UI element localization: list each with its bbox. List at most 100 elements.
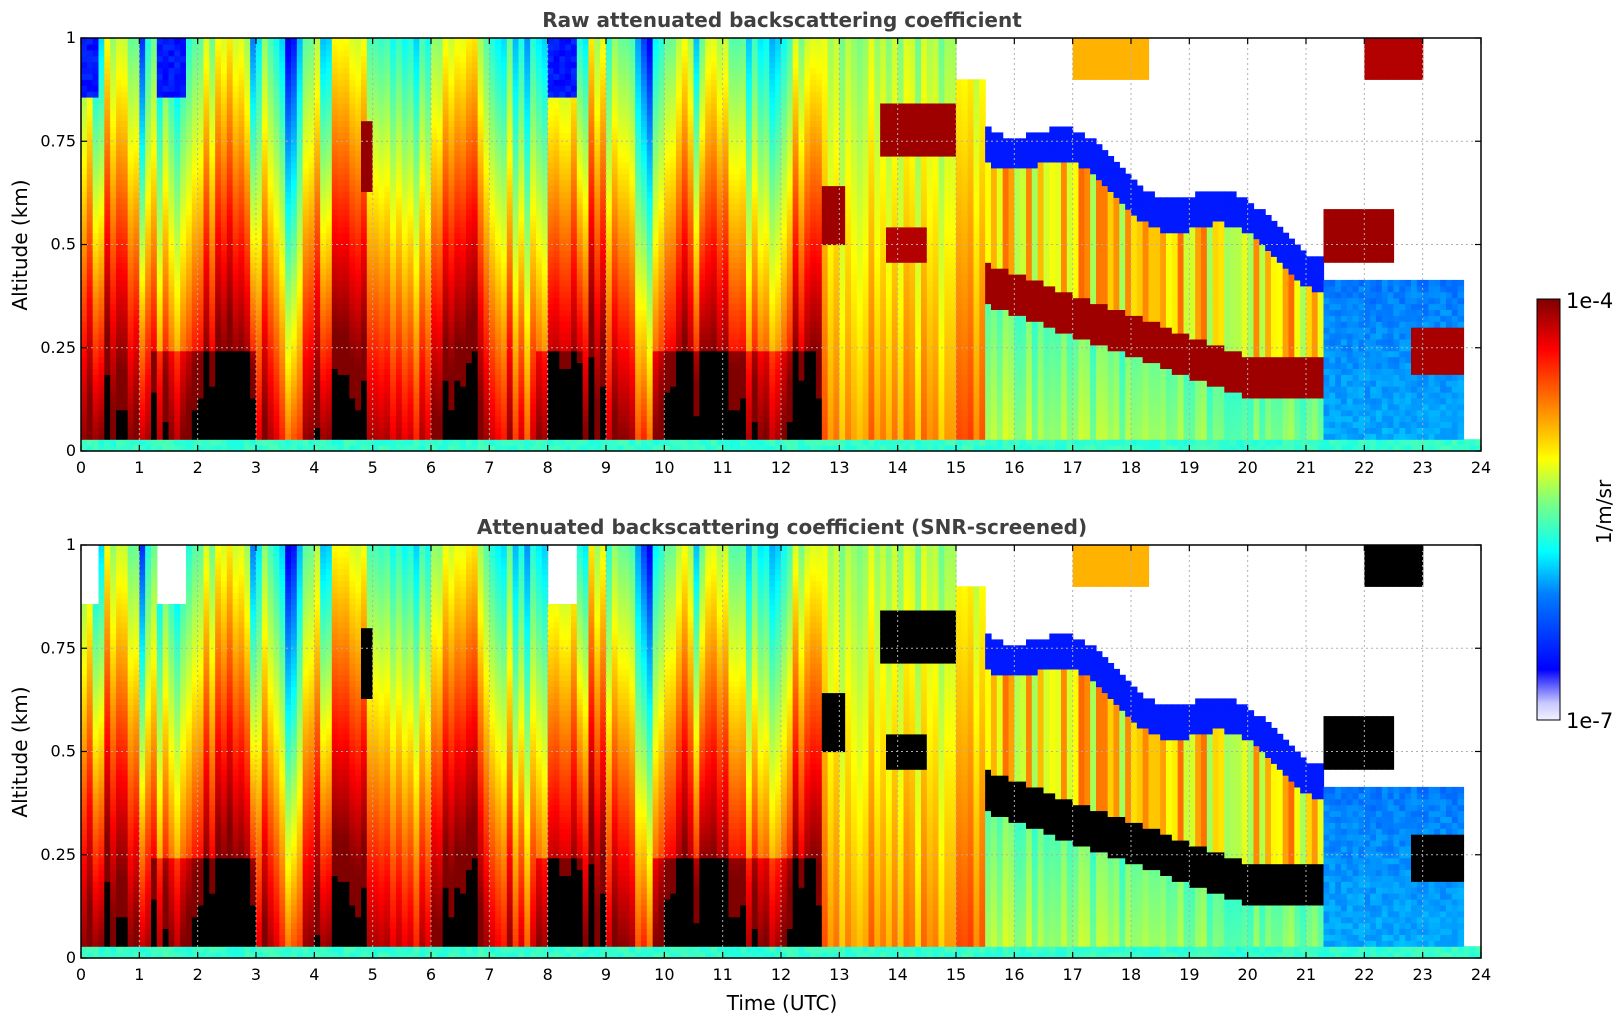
heatmap-cell	[92, 279, 100, 287]
heatmap-cell	[454, 108, 461, 116]
heatmap-cell	[168, 256, 175, 263]
heatmap-cell	[407, 303, 415, 310]
heatmap-cell	[407, 156, 415, 163]
heatmap-cell	[296, 102, 304, 110]
heatmap-cell	[483, 97, 490, 104]
heatmap-cell	[361, 79, 368, 86]
heatmap-cell	[372, 38, 380, 45]
heatmap-cell	[232, 256, 240, 263]
heatmap-cell	[314, 38, 321, 45]
heatmap-cell	[436, 215, 444, 222]
heatmap-cell	[81, 49, 88, 57]
heatmap-cell	[133, 61, 140, 69]
heatmap-cell	[86, 144, 94, 151]
heatmap-cell	[226, 55, 234, 63]
heatmap-cell	[250, 262, 257, 269]
heatmap-cell	[378, 144, 385, 151]
heatmap-cell	[98, 291, 105, 299]
heatmap-cell	[151, 274, 158, 281]
heatmap-cell	[390, 185, 397, 192]
heatmap-cell	[209, 79, 216, 86]
heatmap-cell	[156, 203, 164, 210]
heatmap-cell	[401, 67, 409, 74]
heatmap-cell	[372, 144, 380, 151]
heatmap-cell	[261, 61, 269, 69]
heatmap-cell	[133, 156, 140, 163]
heatmap-cell	[477, 85, 485, 92]
heatmap-cell	[104, 156, 111, 163]
heatmap-cell	[256, 173, 263, 181]
heatmap-cell	[238, 238, 245, 246]
heatmap-cell	[326, 85, 333, 92]
heatmap-cell	[401, 368, 409, 375]
heatmap-cell	[244, 392, 251, 399]
heatmap-cell	[308, 374, 315, 381]
heatmap-cell	[471, 297, 479, 305]
heatmap-cell	[261, 215, 269, 222]
heatmap-cell	[448, 150, 455, 157]
heatmap-cell	[209, 91, 216, 98]
heatmap-cell	[308, 439, 315, 446]
heatmap-cell	[110, 120, 117, 128]
heatmap-cell	[180, 179, 187, 187]
heatmap-cell	[460, 386, 467, 393]
heatmap-cell	[343, 244, 350, 251]
heatmap-cell	[331, 220, 339, 228]
heatmap-cell	[133, 297, 140, 305]
heatmap-cell	[261, 232, 269, 240]
heatmap-cell	[366, 309, 374, 316]
heatmap-cell	[285, 368, 292, 375]
heatmap-cell	[221, 380, 228, 387]
heatmap-cell	[471, 179, 479, 187]
heatmap-cell	[180, 291, 187, 299]
heatmap-cell	[197, 374, 205, 381]
heatmap-cell	[466, 291, 473, 299]
heatmap-cell	[174, 321, 181, 328]
heatmap-cell	[355, 91, 362, 98]
heatmap-cell	[442, 167, 450, 175]
heatmap-cell	[279, 67, 286, 74]
heatmap-cell	[168, 445, 175, 452]
heatmap-cell	[244, 220, 251, 228]
heatmap-cell	[180, 91, 187, 98]
heatmap-cell	[110, 126, 117, 133]
heatmap-cell	[419, 250, 426, 257]
heatmap-cell	[92, 262, 100, 269]
heatmap-cell	[308, 67, 315, 74]
heatmap-cell	[331, 126, 339, 133]
heatmap-cell	[442, 368, 450, 375]
heatmap-cell	[483, 209, 490, 216]
heatmap-cell	[127, 232, 135, 240]
heatmap-cell	[425, 403, 432, 411]
heatmap-cell	[396, 220, 403, 228]
heatmap-cell	[279, 156, 286, 163]
heatmap-cell	[401, 79, 409, 86]
heatmap-cell	[466, 197, 473, 204]
heatmap-cell	[454, 38, 461, 45]
heatmap-cell	[296, 297, 304, 305]
heatmap-cell	[326, 38, 333, 45]
heatmap-cell	[104, 445, 111, 452]
heatmap-cell	[121, 126, 129, 133]
heatmap-cell	[226, 362, 234, 369]
heatmap-cell	[250, 250, 257, 257]
heatmap-cell	[466, 114, 473, 122]
heatmap-cell	[296, 285, 304, 293]
heatmap-cell	[431, 362, 438, 369]
heatmap-cell	[331, 209, 339, 216]
heatmap-cell	[221, 356, 228, 364]
heatmap-cell	[156, 403, 164, 411]
heatmap-cell	[86, 403, 94, 411]
heatmap-cell	[279, 102, 286, 110]
heatmap-cell	[203, 338, 210, 346]
heatmap-cell	[419, 102, 426, 110]
heatmap-cell	[133, 43, 140, 51]
heatmap-cell	[331, 433, 339, 440]
heatmap-cell	[174, 85, 181, 92]
heatmap-cell	[121, 185, 129, 192]
heatmap-cell	[390, 61, 397, 69]
heatmap-cell	[326, 403, 333, 411]
heatmap-cell	[349, 215, 356, 222]
heatmap-cell	[238, 108, 245, 116]
heatmap-cell	[104, 297, 111, 305]
